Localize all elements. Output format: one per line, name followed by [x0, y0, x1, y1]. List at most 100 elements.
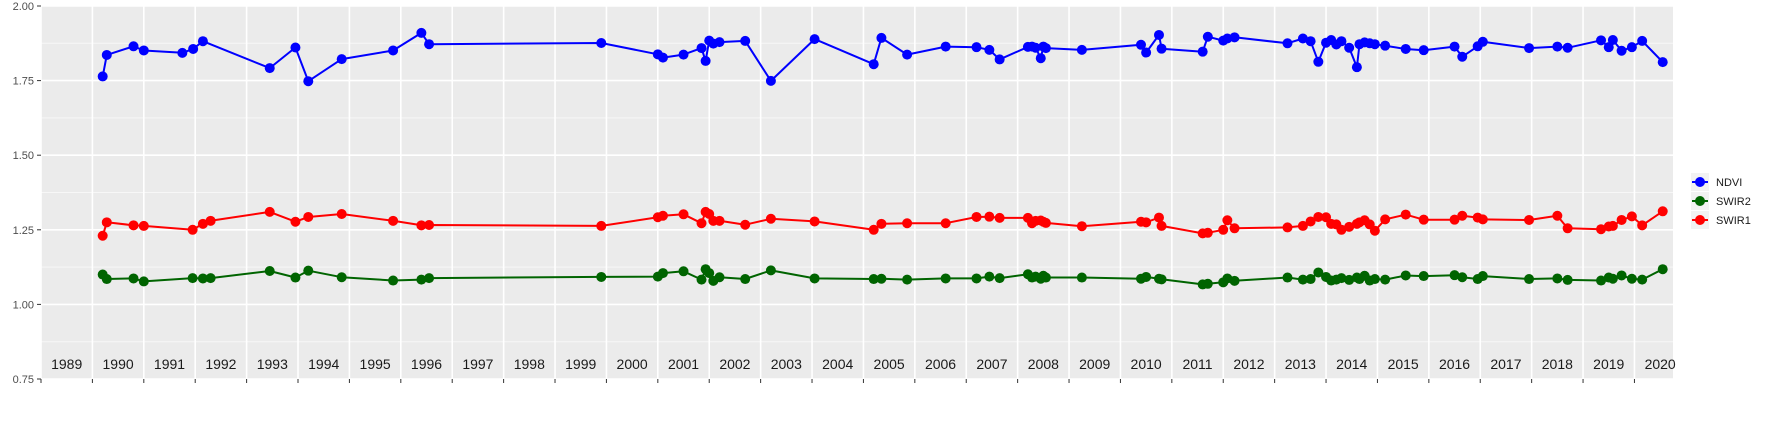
swir2-point [187, 273, 198, 284]
year-label: 1998 [514, 356, 545, 372]
ndvi-point [1153, 29, 1164, 40]
data-series [97, 27, 1668, 290]
swir2-point [1369, 274, 1380, 285]
ndvi-point [1351, 62, 1362, 73]
swir1-point [1626, 211, 1637, 222]
ndvi-point [97, 71, 108, 82]
ndvi-point [740, 35, 751, 46]
year-label: 1992 [205, 356, 236, 372]
ndvi-point [1313, 56, 1324, 67]
ndvi-point [1282, 38, 1293, 49]
swir2-point [1313, 267, 1324, 278]
swir1-point [1305, 216, 1316, 227]
swir2-point [264, 265, 275, 276]
ndvi-point [138, 45, 149, 56]
swir1-point [187, 224, 198, 235]
swir2-point [1202, 278, 1213, 289]
swir2-point [138, 276, 149, 287]
swir2-point [1657, 264, 1668, 275]
swir1-point [1380, 214, 1391, 225]
year-label: 2004 [822, 356, 853, 372]
y-tick-label: 1.75 [13, 76, 34, 88]
swir2-point [696, 274, 707, 285]
swir2-point [1616, 270, 1627, 281]
swir2-point [1562, 274, 1573, 285]
swir2-point [1418, 271, 1429, 282]
swir2-point [1477, 271, 1488, 282]
swir2-point [1596, 275, 1607, 286]
legend-label-swir1: SWIR1 [1716, 215, 1751, 227]
swir2-point [1141, 271, 1152, 282]
ndvi-point [1344, 42, 1355, 53]
swir2-point [1282, 272, 1293, 283]
ndvi-point [696, 43, 707, 54]
x-axis-ticks: 1989 1990 1991 1992 1993 1994 1995 1996 1997 1998… [40, 356, 1676, 383]
swir1-point [101, 217, 112, 228]
swir1-point [1141, 217, 1152, 228]
swir1-point [1153, 212, 1164, 223]
year-label: 1991 [154, 356, 185, 372]
swir2-point [714, 272, 725, 283]
swir2-point [416, 274, 427, 285]
ndvi-point [1141, 47, 1152, 58]
ndvi-point [1336, 36, 1347, 47]
swir2-point [1076, 272, 1087, 283]
legend-label-ndvi: NDVI [1716, 177, 1742, 189]
swir2-point [1637, 274, 1648, 285]
year-label: 2015 [1388, 356, 1419, 372]
ndvi-point [1562, 42, 1573, 53]
ndvi-point [416, 27, 427, 38]
ndvi-point [714, 37, 725, 48]
swir1-point [1156, 220, 1167, 231]
swir2-point [740, 274, 751, 285]
swir1-point [1336, 224, 1347, 235]
ndvi-point [1449, 41, 1460, 52]
swir1-point [740, 219, 751, 230]
ndvi-point [1418, 45, 1429, 56]
swir1-point [994, 212, 1005, 223]
ndvi-point [1457, 51, 1468, 62]
ndvi-point [197, 36, 208, 47]
swir1-point [1637, 220, 1648, 231]
ndvi-point [902, 49, 913, 60]
swir2-point [1336, 273, 1347, 284]
ndvi-point [303, 76, 314, 87]
swir2-point [1449, 270, 1460, 281]
swir1-point [1616, 214, 1627, 225]
ndvi-point [1552, 41, 1563, 52]
swir1-point [809, 216, 820, 227]
swir2-point [940, 273, 951, 284]
swir2-point [657, 268, 668, 279]
year-label: 2010 [1131, 356, 1162, 372]
swir1-line [101, 210, 1664, 237]
ndvi-point [1197, 46, 1208, 57]
swir1-point [303, 211, 314, 222]
swir1-point [765, 213, 776, 224]
year-label: 1995 [360, 356, 391, 372]
swir2-point [1457, 272, 1468, 283]
ndvi-point [1040, 43, 1051, 54]
ndvi-point [177, 47, 188, 58]
year-label: 1999 [565, 356, 596, 372]
swir1-point [1218, 224, 1229, 235]
swir1-point [336, 208, 347, 219]
year-label: 2002 [719, 356, 750, 372]
year-label: 1989 [51, 356, 82, 372]
swir1-point [1657, 206, 1668, 217]
swir1-point [97, 230, 108, 241]
legend-key-point [1695, 215, 1705, 225]
swir1-point [940, 218, 951, 229]
ndvi-point [984, 44, 995, 55]
ndvi-point [876, 32, 887, 43]
swir2-point [1040, 272, 1051, 283]
swir2-point [1607, 273, 1618, 284]
legend-key-point [1695, 196, 1705, 206]
swir1-point [290, 216, 301, 227]
swir1-point [1202, 227, 1213, 238]
ndvi-point [1616, 45, 1627, 56]
ndvi-point [1477, 36, 1488, 47]
swir2-point [902, 274, 913, 285]
swir1-point [678, 209, 689, 220]
year-label: 2005 [874, 356, 905, 372]
